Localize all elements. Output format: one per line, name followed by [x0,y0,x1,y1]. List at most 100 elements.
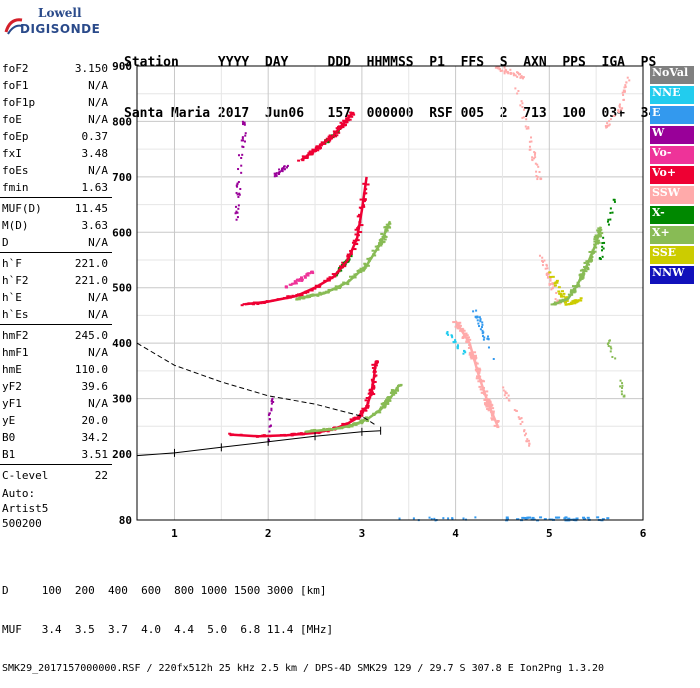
echo-point [475,309,478,312]
profile-curves [136,342,382,460]
echo-point [327,135,331,138]
echo-point [452,340,455,343]
echo-point [473,351,477,354]
echo-point [523,429,526,432]
echo-point [445,332,448,335]
echo-point [549,279,552,282]
echo-point [584,270,588,273]
param-divider [0,197,112,198]
legend-item-x: X+ [650,226,694,244]
echo-point [294,281,298,284]
echo-point [462,517,465,520]
echo-point [621,384,624,387]
echo-point [555,279,559,282]
echo-point [520,76,523,79]
echo-point [601,518,605,521]
echo-point [528,442,531,445]
echo-point [589,258,593,261]
echo-point [362,182,366,185]
echo-point [241,136,244,139]
echo-point [341,422,345,425]
echo-point [597,241,601,244]
echo-point [610,347,613,350]
echo-point [364,399,368,402]
y-tick-label: 500 [112,282,132,295]
echo-point [481,329,484,332]
echo-point [621,107,624,110]
echo-point [530,136,533,139]
echo-point [334,135,338,138]
chart-grid [137,66,644,520]
echo-point [622,98,625,101]
echo-point [364,409,368,412]
param-row: MUF(D) 11.45 [0,200,112,217]
echo-point [332,130,336,133]
echo-point [546,267,549,270]
param-row: fxI 3.48 [0,145,112,162]
echo-point [372,393,376,396]
echo-point [520,417,523,420]
echo-point [236,193,239,196]
echo-point [597,227,601,230]
param-value: 3.48 [81,147,109,160]
echo-point [243,123,246,126]
echo-point [504,390,507,393]
y-tick-label: 800 [112,115,132,128]
echo-point [543,259,546,262]
echo-point [521,102,524,105]
echo-point [487,409,491,412]
echo-point [475,316,478,319]
echo-point [240,164,243,167]
echo-point [507,72,510,75]
echo-point [300,276,304,279]
profile-dashed-curve [136,342,377,426]
echo-point [241,137,244,140]
param-row: h`E N/A [0,289,112,306]
param-key: h`Es [2,308,29,321]
echo-point [571,285,575,288]
echo-point [494,66,497,69]
autoscaling-info: Auto: Artist5 500200 [2,486,48,531]
echo-point [243,140,246,143]
echo-point [454,340,457,343]
echo-point [327,141,330,144]
echo-point [622,94,625,97]
echo-point [606,122,609,125]
echo-point [470,355,474,358]
parameter-panel: foF2 3.150 foF1 N/A foF1p N/A foE N/A foEp 0.37 fx… [0,60,112,484]
echo-point [548,282,551,285]
echo-point [354,233,358,236]
echo-point [545,263,548,266]
echo-point [483,402,487,405]
echo-point [366,264,370,267]
echo-point [311,148,315,151]
echo-point [275,172,278,175]
echo-trace [553,226,603,306]
echo-point [628,79,631,82]
ionogram-chart: 80 200 300 400 500 600 700 800 900 1 2 3 4 5 6 [112,60,647,540]
echo-point [517,416,520,419]
echo-point [611,355,614,358]
echo-point [486,337,489,340]
echo-point [518,73,521,76]
param-value: 3.63 [81,219,109,232]
echo-point [382,401,386,404]
echo-point [536,178,539,181]
echo-point [450,334,453,337]
echo-point [609,345,612,348]
echo-point [596,239,600,242]
param-row: B1 3.51 [0,446,112,463]
echo-point [613,200,616,203]
param-key: yF1 [2,397,22,410]
echo-point [349,275,353,278]
echo-point [623,86,626,89]
echo-point [235,210,238,213]
echo-point [512,74,515,77]
echo-point [236,182,239,185]
echo-point [526,438,529,441]
footer-distance-row: D 100 200 400 600 800 1000 1500 3000 [km… [2,584,327,597]
echo-point [502,389,505,392]
echo-point [452,321,456,324]
echo-point [577,285,581,288]
echo-point [536,163,539,166]
